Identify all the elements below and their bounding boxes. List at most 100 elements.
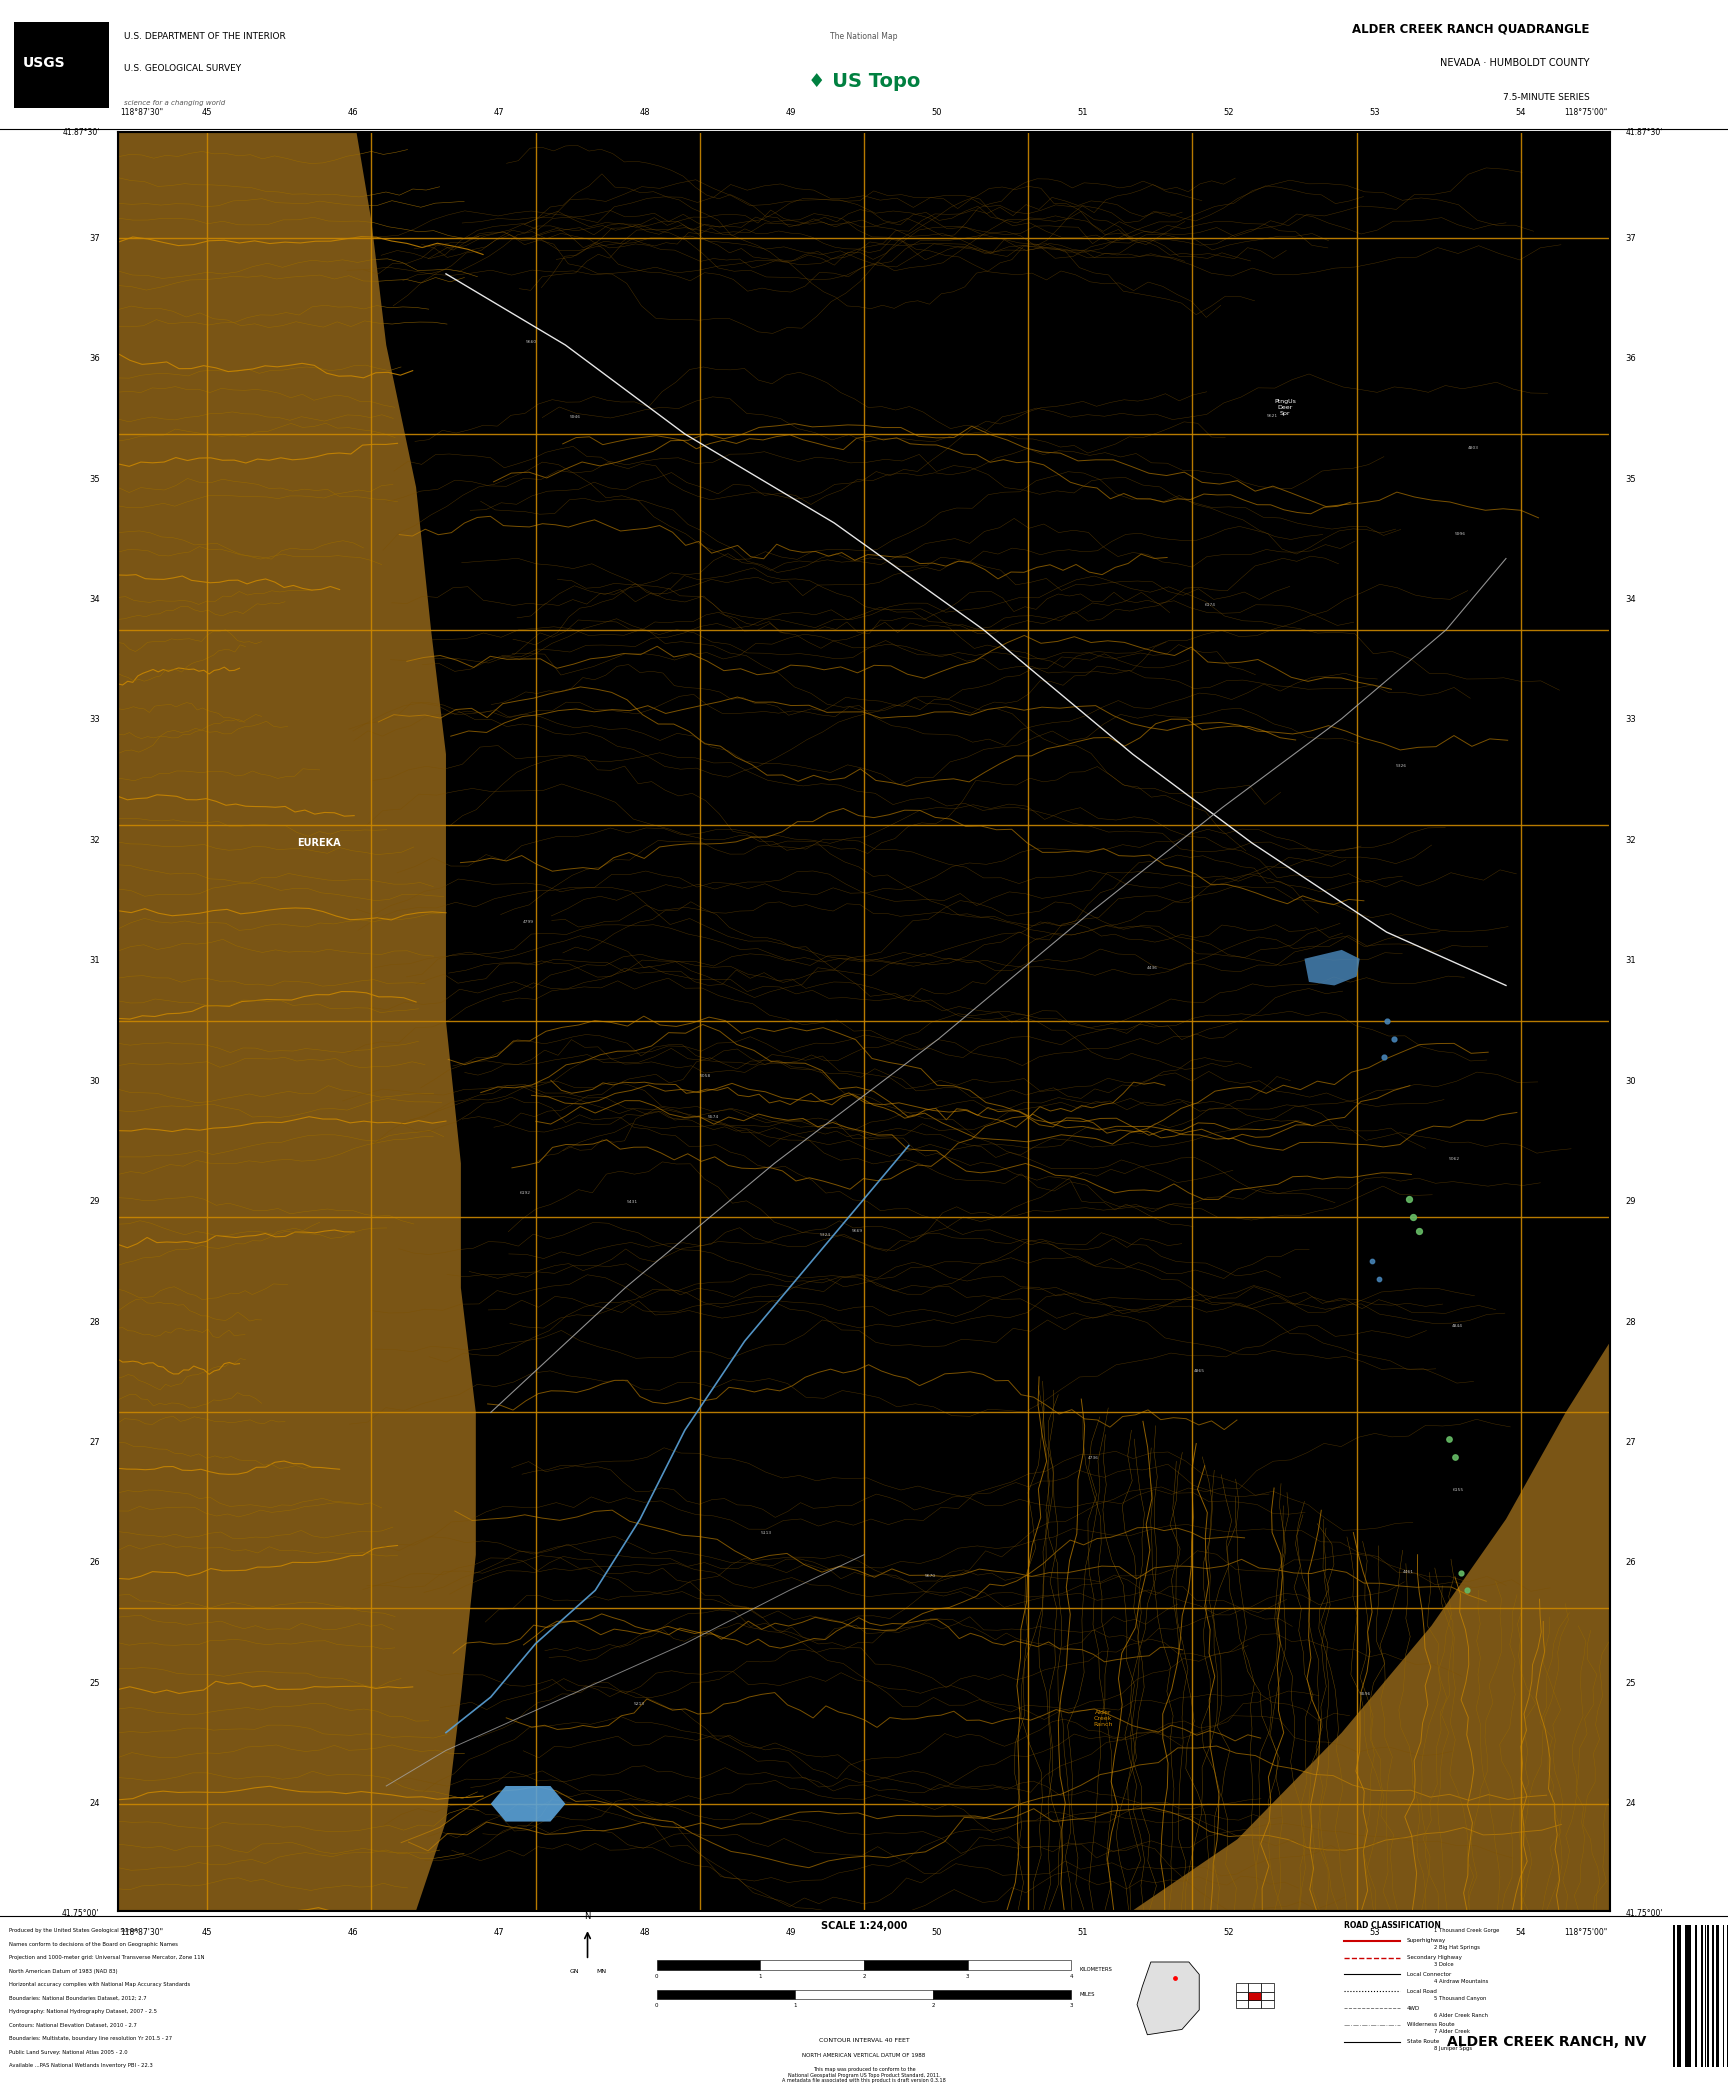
Bar: [1688, 1925, 1692, 2067]
Text: 53: 53: [1370, 1929, 1381, 1938]
Text: 27: 27: [1626, 1439, 1636, 1447]
Point: [1400, 1201, 1427, 1234]
Text: Contours: National Elevation Dataset, 2010 - 2.7: Contours: National Elevation Dataset, 20…: [9, 2023, 137, 2027]
Text: 1 Thousand Creek Gorge: 1 Thousand Creek Gorge: [1434, 1929, 1500, 1933]
Text: 52: 52: [1223, 1929, 1234, 1938]
Bar: [1673, 1925, 1676, 2067]
Text: U.S. DEPARTMENT OF THE INTERIOR: U.S. DEPARTMENT OF THE INTERIOR: [124, 31, 287, 42]
Text: 2: 2: [862, 1975, 866, 1979]
Text: Secondary Highway: Secondary Highway: [1407, 1954, 1462, 1961]
Bar: [1261, 1992, 1274, 2000]
Bar: [1236, 1992, 1248, 2000]
Text: 26: 26: [88, 1558, 100, 1568]
Text: 5113: 5113: [760, 1531, 771, 1535]
Text: Projection and 1000-meter grid: Universal Transverse Mercator, Zone 11N: Projection and 1000-meter grid: Universa…: [9, 1954, 204, 1961]
Text: 5431: 5431: [626, 1201, 638, 1205]
Bar: [1248, 1992, 1261, 2000]
Bar: [1680, 1925, 1681, 2067]
Text: 24: 24: [1626, 1800, 1636, 1808]
Text: 0: 0: [655, 2002, 658, 2009]
Point: [1370, 1040, 1398, 1073]
Text: science for a changing world: science for a changing world: [124, 100, 226, 106]
Point: [1453, 1574, 1481, 1608]
Bar: [657, 1990, 795, 2000]
Text: 6155: 6155: [1453, 1489, 1464, 1493]
Point: [1372, 1004, 1400, 1038]
Text: 2: 2: [931, 2002, 935, 2009]
Text: 4844: 4844: [1452, 1324, 1464, 1328]
Text: 30: 30: [88, 1077, 100, 1086]
Text: Superhighway: Superhighway: [1407, 1938, 1446, 1944]
Text: Boundaries: National Boundaries Dataset, 2012; 2.7: Boundaries: National Boundaries Dataset,…: [9, 1996, 147, 2000]
Text: 30: 30: [1626, 1077, 1636, 1086]
Text: 5326: 5326: [1396, 764, 1407, 768]
Text: 46: 46: [347, 109, 358, 117]
Text: 5660: 5660: [525, 340, 536, 345]
Text: 31: 31: [1626, 956, 1636, 965]
Text: 49: 49: [786, 1929, 797, 1938]
Text: 5596: 5596: [1360, 1691, 1370, 1695]
Text: 7.5-MINUTE SERIES: 7.5-MINUTE SERIES: [1503, 92, 1590, 102]
Text: 41.75°00': 41.75°00': [1626, 1908, 1662, 1917]
Text: 118°75'00": 118°75'00": [1564, 109, 1607, 117]
Text: 5062: 5062: [1450, 1157, 1460, 1161]
Text: 4799: 4799: [524, 919, 534, 923]
Text: Wilderness Route: Wilderness Route: [1407, 2023, 1455, 2027]
Text: 36: 36: [88, 355, 100, 363]
Text: PtngUs
Deer
Spr: PtngUs Deer Spr: [1274, 399, 1296, 416]
Text: 35: 35: [88, 474, 100, 484]
Bar: [1261, 1984, 1274, 1992]
Text: ALDER CREEK RANCH, NV: ALDER CREEK RANCH, NV: [1446, 2036, 1647, 2048]
Point: [1405, 1215, 1433, 1249]
Bar: [760, 1961, 864, 1969]
Text: 28: 28: [88, 1318, 100, 1326]
Bar: [657, 1961, 760, 1969]
Text: ALDER CREEK RANCH QUADRANGLE: ALDER CREEK RANCH QUADRANGLE: [1353, 23, 1590, 35]
Text: Local Road: Local Road: [1407, 1988, 1436, 1994]
Text: 25: 25: [1626, 1679, 1636, 1687]
Text: 6 Alder Creek Ranch: 6 Alder Creek Ranch: [1434, 2013, 1488, 2017]
Text: USGS: USGS: [22, 56, 66, 71]
Point: [1381, 1023, 1408, 1057]
Text: 5213: 5213: [634, 1702, 645, 1706]
Bar: [1712, 1925, 1714, 2067]
Text: GN: GN: [569, 1969, 579, 1973]
Point: [1365, 1263, 1393, 1297]
Text: 37: 37: [1626, 234, 1636, 242]
Text: 48: 48: [639, 109, 650, 117]
Point: [1441, 1441, 1469, 1474]
Bar: [795, 1990, 933, 2000]
Polygon shape: [1137, 1963, 1199, 2034]
Text: 28: 28: [1626, 1318, 1636, 1326]
Text: 45: 45: [202, 1929, 213, 1938]
Point: [1161, 1961, 1189, 1994]
Text: 3: 3: [1070, 2002, 1073, 2009]
Text: 5324: 5324: [819, 1234, 831, 1238]
Text: 4 Airdraw Mountains: 4 Airdraw Mountains: [1434, 1979, 1488, 1984]
Text: 34: 34: [88, 595, 100, 603]
Text: 26: 26: [1626, 1558, 1636, 1568]
Text: 47: 47: [494, 1929, 505, 1938]
Text: 41.87°30': 41.87°30': [62, 127, 100, 138]
Polygon shape: [118, 132, 475, 1911]
Text: 3 Dolce: 3 Dolce: [1434, 1963, 1453, 1967]
Text: Hydrography: National Hydrography Dataset, 2007 - 2.5: Hydrography: National Hydrography Datase…: [9, 2009, 157, 2015]
Text: 41.75°00': 41.75°00': [62, 1908, 100, 1917]
Text: 46: 46: [347, 1929, 358, 1938]
Polygon shape: [1013, 1340, 1610, 1911]
Text: 118°87'30": 118°87'30": [121, 1929, 164, 1938]
Text: 118°87'30": 118°87'30": [121, 109, 164, 117]
Text: 27: 27: [88, 1439, 100, 1447]
Text: State Route: State Route: [1407, 2040, 1439, 2044]
Text: 47: 47: [494, 109, 505, 117]
Text: 25: 25: [90, 1679, 100, 1687]
Text: 5946: 5946: [570, 416, 581, 420]
Bar: [1716, 1925, 1719, 2067]
Text: Local Connector: Local Connector: [1407, 1971, 1452, 1977]
Text: 6192: 6192: [520, 1190, 530, 1194]
Text: N: N: [584, 1913, 591, 1921]
Bar: [1236, 1984, 1248, 1992]
Text: 0: 0: [655, 1975, 658, 1979]
Text: 54: 54: [1515, 109, 1526, 117]
Text: This map was produced to conform to the
National Geospatial Program US Topo Prod: This map was produced to conform to the …: [783, 2067, 945, 2084]
